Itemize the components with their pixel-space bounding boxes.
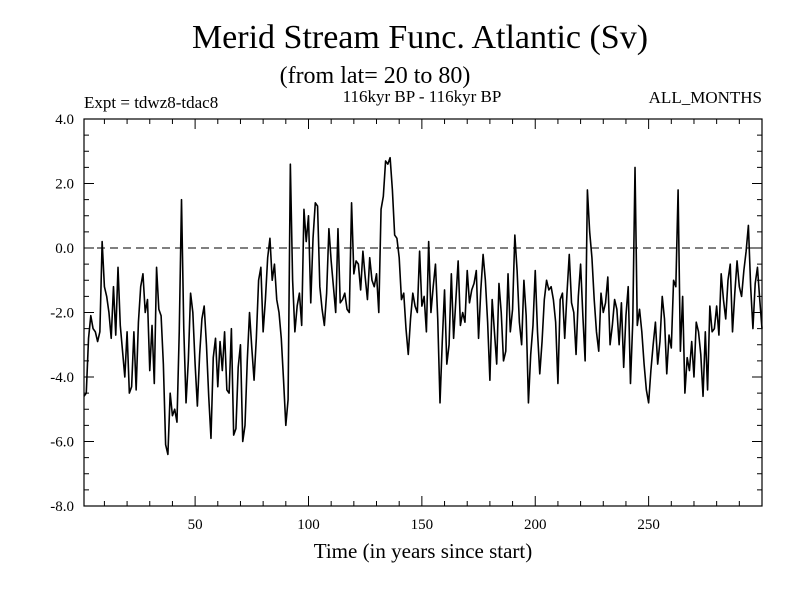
series-line — [83, 156, 763, 456]
axes — [83, 118, 763, 507]
y-tick-label: -8.0 — [50, 499, 74, 515]
x-tick-label: 150 — [411, 517, 434, 533]
x-axis-label: Time (in years since start) — [314, 539, 533, 563]
x-tick-label: 250 — [637, 517, 660, 533]
y-tick-label: 4.0 — [55, 112, 74, 128]
x-tick-labels: 50 100 150 200 250 — [188, 517, 660, 533]
months-label: ALL_MONTHS — [649, 88, 762, 107]
x-tick-label: 50 — [188, 517, 203, 533]
x-tick-label: 200 — [524, 517, 547, 533]
x-tick-label: 100 — [297, 517, 320, 533]
y-tick-labels: -8.0 -6.0 -4.0 -2.0 0.0 2.0 4.0 — [50, 112, 74, 515]
y-tick-label: -4.0 — [50, 370, 74, 386]
y-tick-label: 0.0 — [55, 241, 74, 257]
period-label: 116kyr BP - 116kyr BP — [343, 87, 502, 106]
y-tick-label: -2.0 — [50, 306, 74, 322]
experiment-label: Expt = tdwz8-tdac8 — [84, 93, 218, 112]
series-layer — [83, 156, 763, 456]
y-tick-label: 2.0 — [55, 177, 74, 193]
chart-title: Merid Stream Func. Atlantic (Sv) — [192, 19, 648, 56]
chart-subtitle: (from lat= 20 to 80) — [280, 63, 471, 89]
plot-frame — [83, 118, 763, 507]
y-tick-label: -6.0 — [50, 435, 74, 451]
